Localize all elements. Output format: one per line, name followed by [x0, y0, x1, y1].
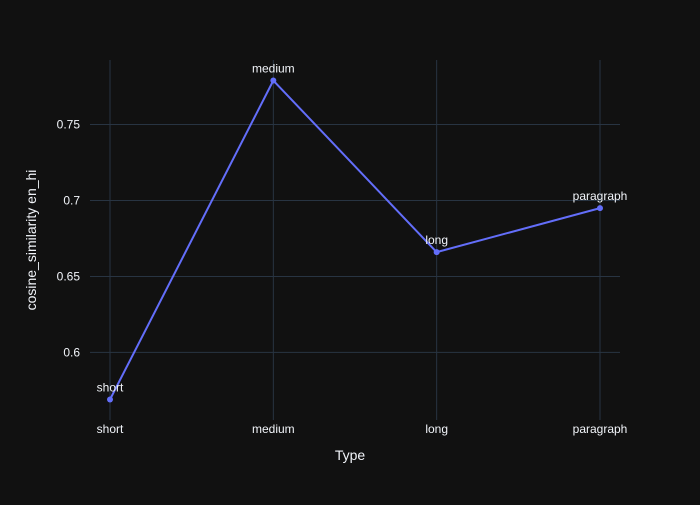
- series-line: [109, 79, 601, 400]
- y-tick-label: 0.75: [57, 118, 81, 132]
- data-label: long: [425, 233, 448, 247]
- series-layer: [107, 77, 603, 403]
- data-label: short: [97, 380, 124, 394]
- y-axis-title: cosine_similarity en_hi: [23, 170, 39, 311]
- gridlines: [90, 60, 620, 420]
- x-tick-label: long: [425, 422, 448, 436]
- data-point: [270, 77, 277, 84]
- data-labels: short medium long paragraph: [97, 62, 628, 395]
- data-label: paragraph: [573, 189, 628, 203]
- x-tick-label: medium: [252, 422, 295, 436]
- y-tick-label: 0.65: [57, 269, 81, 283]
- data-point: [433, 249, 440, 256]
- data-label: medium: [252, 62, 295, 76]
- y-tick-label: 0.6: [63, 345, 80, 359]
- y-tick-label: 0.7: [63, 194, 80, 208]
- data-point: [107, 396, 113, 403]
- x-tick-label: paragraph: [573, 422, 628, 436]
- data-point: [597, 205, 603, 212]
- x-axis-title: Type: [335, 447, 366, 463]
- x-tick-label: short: [97, 422, 124, 436]
- tick-labels: 0.6 0.65 0.7 0.75 short medium long paragraph: [57, 118, 628, 436]
